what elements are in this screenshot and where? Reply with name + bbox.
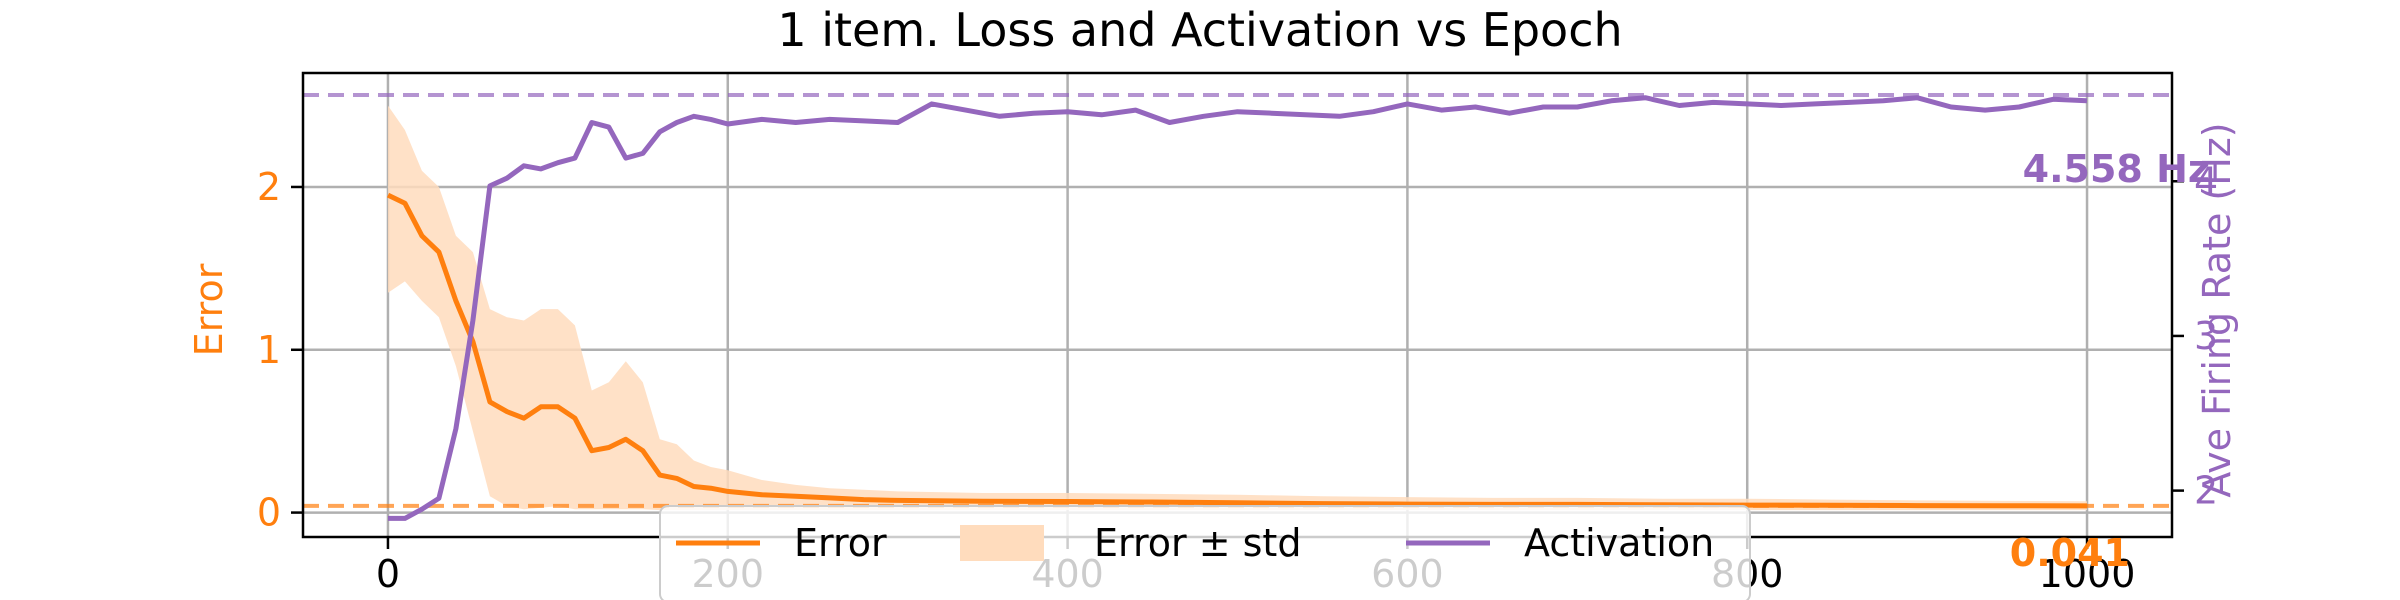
activation-series-line [388,95,2088,521]
y-axis-right-label: Ave Firing Rate (Hz) [2195,122,2239,497]
y-right-tick-label: 3 [2194,314,2218,358]
y-left-tick-label: 2 [257,165,281,209]
final-error-label: 0.041 [2010,531,2130,575]
x-tick-label: 0 [376,552,400,596]
error-std-band [388,105,2087,511]
legend-activation-label: Activation [1524,521,1714,565]
legend-band-label: Error ± std [1094,521,1301,565]
y-axis-left-label: Error [187,263,231,356]
y-right-tick-label: 4 [2194,159,2218,203]
chart-title: 1 item. Loss and Activation vs Epoch [777,3,1622,57]
final-activation-label: 4.558 Hz [2023,147,2210,191]
x-tick-label: 1000 [2039,552,2136,596]
y-right-tick-label: 2 [2194,469,2218,513]
legend-band-swatch [960,525,1044,561]
y-left-tick-label: 1 [257,328,281,372]
y-left-tick-label: 0 [257,491,281,535]
error-series-line [386,192,2088,509]
legend-box [659,505,1751,600]
legend-error-label: Error [794,521,887,565]
